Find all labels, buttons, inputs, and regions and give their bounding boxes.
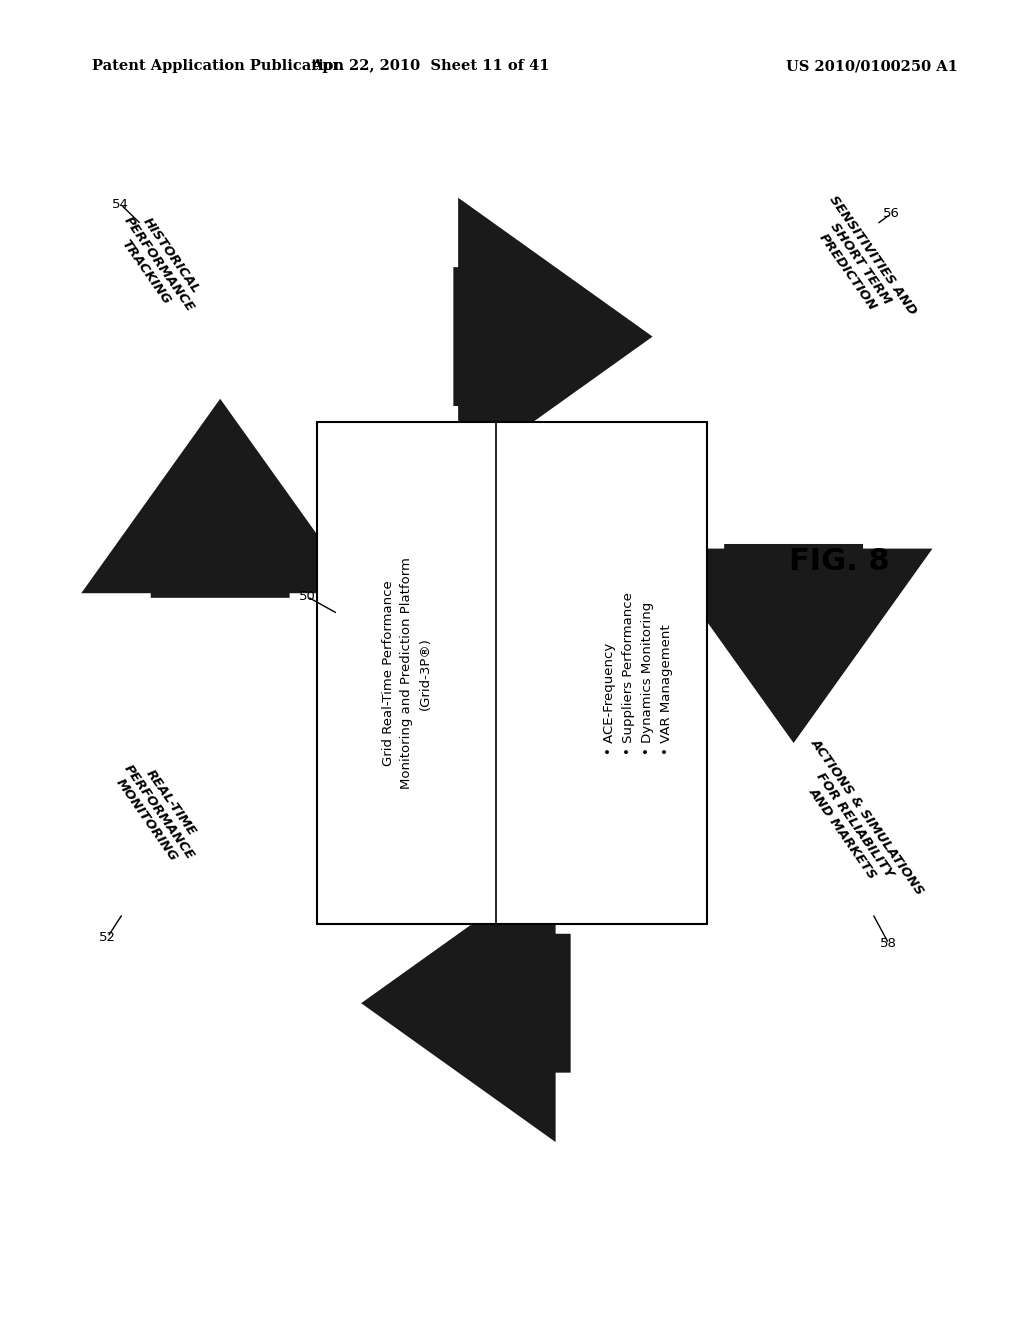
Text: FIG. 8: FIG. 8	[790, 546, 890, 576]
Text: US 2010/0100250 A1: US 2010/0100250 A1	[785, 59, 957, 74]
Text: 50: 50	[299, 590, 315, 603]
Text: 52: 52	[99, 931, 116, 944]
Text: • ACE-Frequency
• Suppliers Performance
• Dynamics Monitoring
• VAR Management: • ACE-Frequency • Suppliers Performance …	[603, 591, 674, 755]
Text: Apr. 22, 2010  Sheet 11 of 41: Apr. 22, 2010 Sheet 11 of 41	[311, 59, 549, 74]
Text: 54: 54	[113, 198, 129, 211]
Text: REAL-TIME
PERFORMANCE
MONITORING: REAL-TIME PERFORMANCE MONITORING	[109, 754, 209, 870]
Text: HISTORICAL
PERFORMANCE
TRACKING: HISTORICAL PERFORMANCE TRACKING	[109, 206, 209, 322]
FancyBboxPatch shape	[317, 422, 707, 924]
Text: Patent Application Publication: Patent Application Publication	[92, 59, 344, 74]
Text: ACTIONS & SIMULATIONS
FOR RELIABILITY
AND MARKETS: ACTIONS & SIMULATIONS FOR RELIABILITY AN…	[783, 735, 927, 915]
Text: Grid Real-Time Performance
Monitoring and Prediction Platform
(Grid-3P®): Grid Real-Time Performance Monitoring an…	[382, 557, 431, 789]
Text: 56: 56	[883, 207, 899, 220]
Text: 58: 58	[881, 937, 897, 950]
Text: SENSITIVITIES AND
SHORT TERM
PREDICTION: SENSITIVITIES AND SHORT TERM PREDICTION	[802, 193, 919, 335]
